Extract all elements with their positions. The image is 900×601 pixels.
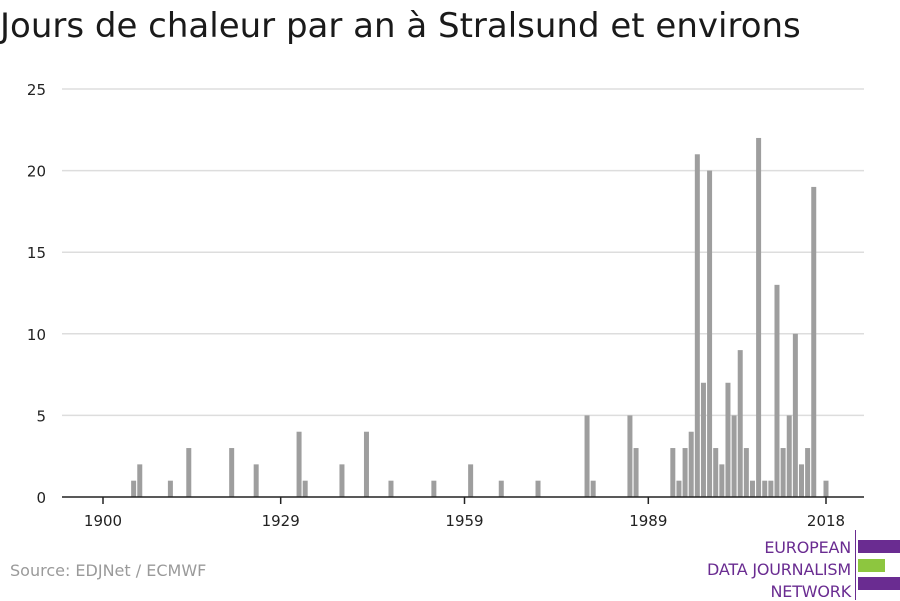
bar <box>229 448 235 497</box>
bar <box>792 333 798 497</box>
x-tick-label: 2018 <box>807 512 845 530</box>
edjnet-logo: EUROPEAN DATA JOURNALISM NETWORK <box>700 530 900 601</box>
logo-bar-bottom <box>858 577 900 590</box>
bar <box>731 415 737 497</box>
bar <box>388 480 394 497</box>
bar <box>339 464 345 497</box>
bar <box>743 448 749 497</box>
bar <box>805 448 811 497</box>
bar <box>768 480 774 497</box>
bar <box>713 448 719 497</box>
logo-bar-middle <box>858 559 885 572</box>
x-axis-ticks: 1900 1929 1959 1989 2018 <box>84 497 845 530</box>
bar <box>756 137 762 497</box>
bar <box>431 480 437 497</box>
y-tick-label: 10 <box>27 326 46 344</box>
bar <box>296 431 302 497</box>
x-tick-label: 1929 <box>262 512 300 530</box>
logo-line-1: EUROPEAN <box>764 538 851 557</box>
bar <box>700 382 706 497</box>
bar <box>749 480 755 497</box>
bar <box>590 480 596 497</box>
bar <box>762 480 768 497</box>
bar <box>302 480 308 497</box>
bar <box>688 431 694 497</box>
y-tick-label: 25 <box>27 81 46 99</box>
bar <box>694 154 700 497</box>
bar <box>725 382 731 497</box>
bar <box>719 464 725 497</box>
source-note: Source: EDJNet / ECMWF <box>10 561 207 580</box>
logo-line-2: DATA JOURNALISM <box>707 560 851 579</box>
bar <box>786 415 792 497</box>
bar <box>780 448 786 497</box>
bar <box>633 448 639 497</box>
bar <box>823 480 829 497</box>
bar <box>167 480 173 497</box>
bar <box>535 480 541 497</box>
bar <box>137 464 143 497</box>
x-tick-label: 1989 <box>629 512 667 530</box>
logo-divider <box>855 530 856 600</box>
bar <box>682 448 688 497</box>
bar <box>774 284 780 497</box>
bar <box>798 464 804 497</box>
bar <box>707 170 713 497</box>
bar <box>363 431 369 497</box>
bar <box>584 415 590 497</box>
logo-line-3: NETWORK <box>770 582 852 601</box>
y-tick-label: 15 <box>27 244 46 262</box>
bar <box>627 415 633 497</box>
bar <box>131 480 137 497</box>
bar <box>811 186 817 498</box>
bar <box>498 480 504 497</box>
y-axis-tick-labels: 0 5 10 15 20 25 <box>27 81 46 507</box>
bar <box>253 464 259 497</box>
gridlines <box>62 88 864 417</box>
bar <box>737 350 743 497</box>
y-tick-label: 20 <box>27 163 46 181</box>
logo-bar-top <box>858 540 900 553</box>
bar <box>670 448 676 497</box>
x-tick-label: 1900 <box>84 512 122 530</box>
y-tick-label: 5 <box>36 407 46 425</box>
x-tick-label: 1959 <box>445 512 483 530</box>
bars <box>131 137 829 498</box>
bar <box>676 480 682 497</box>
bar <box>186 448 192 497</box>
y-tick-label: 0 <box>36 489 46 507</box>
bar <box>468 464 474 497</box>
chart-title: Jours de chaleur par an à Stralsund et e… <box>0 6 801 46</box>
